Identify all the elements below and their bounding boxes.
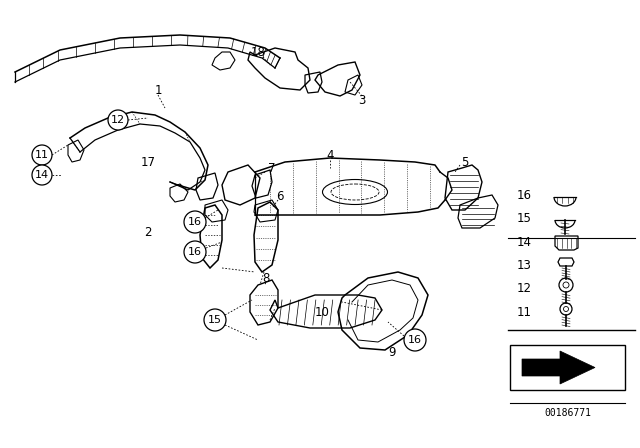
- Circle shape: [32, 165, 52, 185]
- Text: 16: 16: [408, 335, 422, 345]
- Text: 16: 16: [188, 217, 202, 227]
- Circle shape: [32, 145, 52, 165]
- Text: 15: 15: [516, 211, 531, 224]
- Text: 3: 3: [358, 94, 365, 107]
- Text: 12: 12: [516, 281, 531, 294]
- Text: 00186771: 00186771: [544, 408, 591, 418]
- Text: 18: 18: [251, 46, 266, 59]
- Text: 8: 8: [262, 271, 269, 284]
- Text: 4: 4: [326, 148, 333, 161]
- Circle shape: [108, 110, 128, 130]
- Text: 13: 13: [516, 258, 531, 271]
- Text: 10: 10: [315, 306, 330, 319]
- Text: 16: 16: [188, 247, 202, 257]
- Text: 9: 9: [388, 345, 396, 358]
- Text: 6: 6: [276, 190, 284, 202]
- Text: 11: 11: [516, 306, 531, 319]
- Circle shape: [204, 309, 226, 331]
- Text: 7: 7: [268, 161, 276, 175]
- Text: 11: 11: [35, 150, 49, 160]
- Text: 5: 5: [461, 155, 468, 168]
- Text: 17: 17: [141, 155, 156, 168]
- Polygon shape: [522, 351, 595, 384]
- Text: 1: 1: [154, 83, 162, 96]
- Bar: [510, 345, 625, 390]
- Text: 14: 14: [35, 170, 49, 180]
- Text: 12: 12: [111, 115, 125, 125]
- Circle shape: [184, 211, 206, 233]
- Circle shape: [184, 241, 206, 263]
- Text: 16: 16: [516, 189, 531, 202]
- Text: 15: 15: [208, 315, 222, 325]
- Text: 2: 2: [144, 225, 152, 238]
- Circle shape: [404, 329, 426, 351]
- Text: 14: 14: [516, 236, 531, 249]
